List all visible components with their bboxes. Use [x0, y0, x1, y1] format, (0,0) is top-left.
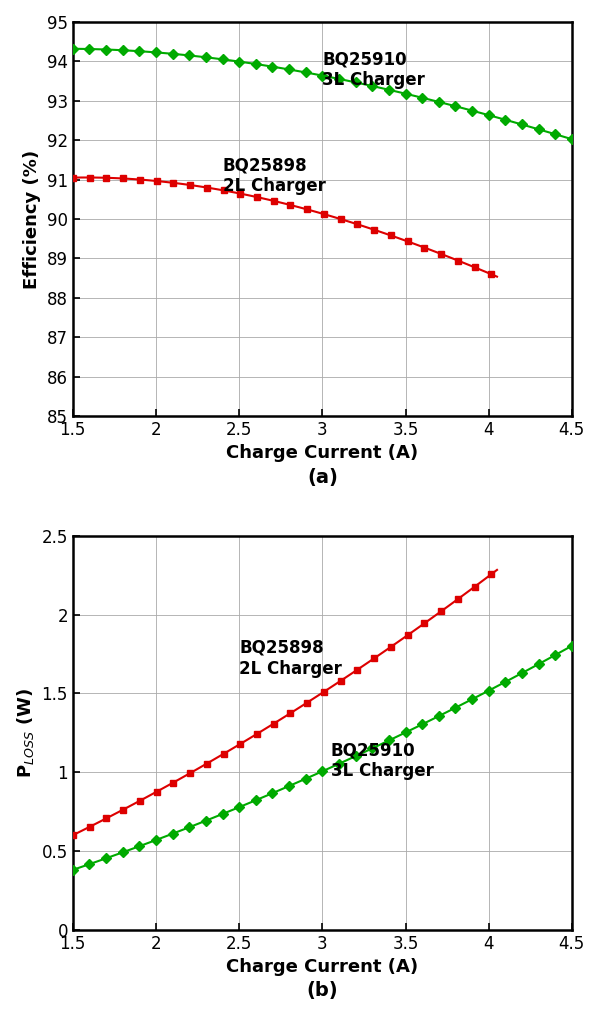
X-axis label: Charge Current (A): Charge Current (A) — [226, 444, 418, 462]
X-axis label: Charge Current (A): Charge Current (A) — [226, 959, 418, 976]
Text: BQ25898
2L Charger: BQ25898 2L Charger — [223, 156, 325, 196]
Y-axis label: Efficiency (%): Efficiency (%) — [23, 149, 41, 289]
Y-axis label: P$_{LOSS}$ (W): P$_{LOSS}$ (W) — [15, 688, 36, 778]
Text: BQ25898
2L Charger: BQ25898 2L Charger — [239, 639, 342, 678]
Text: (b): (b) — [307, 982, 338, 1000]
Text: (a): (a) — [307, 467, 338, 486]
Text: BQ25910
3L Charger: BQ25910 3L Charger — [331, 742, 434, 780]
Text: BQ25910
3L Charger: BQ25910 3L Charger — [322, 50, 425, 89]
